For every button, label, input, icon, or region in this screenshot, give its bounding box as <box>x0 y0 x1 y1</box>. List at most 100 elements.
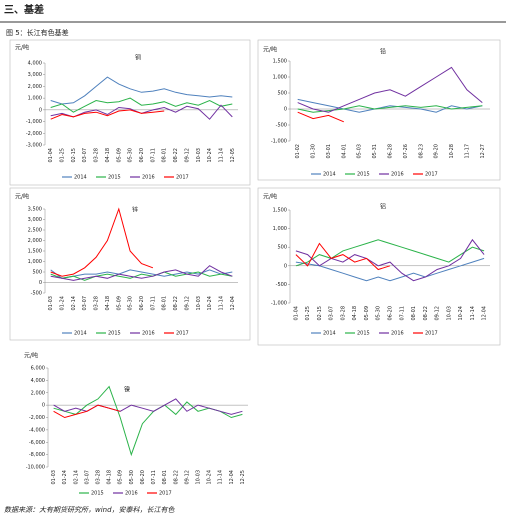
chart-title: 铝 <box>380 203 386 211</box>
x-tick-label: 03-28 <box>340 306 346 321</box>
series-line <box>295 257 485 282</box>
x-tick-label: 01-02 <box>295 144 301 159</box>
y-tick-label: 1,000 <box>273 226 287 232</box>
y-tick-label: -2,000 <box>26 131 42 137</box>
series-line <box>297 98 483 113</box>
y-tick-label: 500 <box>277 91 287 97</box>
legend-label: 2015 <box>357 331 370 337</box>
y-tick-label: 0 <box>42 403 45 409</box>
x-tick-label: 07-11 <box>151 470 157 485</box>
series-line <box>295 238 485 282</box>
chart-frame <box>257 39 501 181</box>
x-tick-label: 10-24 <box>458 306 464 321</box>
x-tick-label: 09-12 <box>184 296 190 311</box>
y-tick-label: 0 <box>39 107 42 113</box>
legend-label: 2017 <box>425 172 438 178</box>
y-tick-label: 4,000 <box>28 61 42 67</box>
x-tick-label: 01-30 <box>311 144 317 159</box>
y-tick-label: -1,000 <box>271 301 287 307</box>
legend-label: 2017 <box>159 491 172 497</box>
y-tick-label: 500 <box>32 270 42 276</box>
series-line <box>50 104 233 120</box>
x-tick-label: 02-14 <box>73 470 79 485</box>
x-tick-label: 11-14 <box>218 148 224 163</box>
legend-label: 2014 <box>74 175 87 181</box>
y-tick-label: 2,000 <box>28 84 42 90</box>
series-line <box>53 385 243 457</box>
x-tick-label: 09-20 <box>434 144 440 159</box>
x-tick-label: 04-18 <box>352 306 358 321</box>
y-tick-label: -1,000 <box>26 119 42 125</box>
legend-label: 2014 <box>323 331 336 337</box>
x-tick-label: 06-28 <box>388 144 394 159</box>
x-tick-label: 02-15 <box>71 148 77 163</box>
series-line <box>53 398 243 415</box>
x-tick-label: 03-07 <box>82 296 88 311</box>
x-tick-label: 02-14 <box>71 296 77 311</box>
y-tick-label: 2,000 <box>28 238 42 244</box>
series-line <box>297 105 483 113</box>
series-line <box>295 239 485 267</box>
legend-label: 2015 <box>108 331 121 337</box>
x-tick-label: 01-03 <box>51 470 57 485</box>
y-tick-label: 3,500 <box>28 207 42 213</box>
y-tick-label: 1,000 <box>273 75 287 81</box>
x-tick-label: 05-09 <box>364 306 370 321</box>
x-tick-label: 12-04 <box>230 296 236 311</box>
series-line <box>50 109 165 120</box>
y-tick-label: -3,000 <box>26 143 42 149</box>
legend-label: 2016 <box>142 175 155 181</box>
x-tick-label: 03-28 <box>94 296 100 311</box>
x-tick-label: 03-01 <box>326 144 332 159</box>
chart-title: 锌 <box>132 206 138 214</box>
y-tick-label: -500 <box>276 123 287 129</box>
x-tick-label: 03-07 <box>329 306 335 321</box>
x-tick-label: 05-09 <box>116 296 122 311</box>
y-axis-label: 元/吨 <box>24 352 38 360</box>
x-tick-label: 12-27 <box>480 144 486 159</box>
x-tick-label: 10-03 <box>196 148 202 163</box>
x-tick-label: 03-28 <box>94 148 100 163</box>
legend-label: 2017 <box>176 175 189 181</box>
x-tick-label: 11-14 <box>470 306 476 321</box>
x-tick-label: 06-20 <box>140 470 146 485</box>
x-tick-label: 03-07 <box>82 148 88 163</box>
series-line <box>295 242 391 271</box>
y-tick-label: 1,500 <box>273 208 287 214</box>
series-line <box>297 111 344 123</box>
y-tick-label: -10,000 <box>26 465 45 471</box>
y-tick-label: 4,000 <box>31 378 45 384</box>
x-tick-label: 10-03 <box>196 470 202 485</box>
x-tick-label: 08-01 <box>162 296 168 311</box>
y-axis-label: 元/吨 <box>263 46 277 54</box>
x-tick-label: 02-15 <box>317 306 323 321</box>
legend-label: 2017 <box>425 331 438 337</box>
x-tick-label: 01-04 <box>293 306 299 321</box>
x-tick-label: 08-22 <box>173 296 179 311</box>
y-tick-label: 0 <box>284 263 287 269</box>
x-tick-label: 09-12 <box>184 470 190 485</box>
chart-title: 镍 <box>124 386 130 394</box>
series-line <box>50 207 154 277</box>
x-tick-label: 11-14 <box>218 296 224 311</box>
chart-title: 铜 <box>135 54 141 62</box>
x-tick-label: 10-24 <box>207 148 213 163</box>
x-tick-label: 05-09 <box>118 470 124 485</box>
x-tick-label: 06-20 <box>388 306 394 321</box>
x-tick-label: 01-24 <box>60 296 66 311</box>
x-tick-label: 12-25 <box>240 470 246 485</box>
x-tick-label: 07-11 <box>150 148 156 163</box>
x-tick-label: 04-18 <box>105 296 111 311</box>
chart-frame <box>257 187 501 346</box>
series-line <box>297 66 483 113</box>
legend-label: 2014 <box>323 172 336 178</box>
x-tick-label: 01-24 <box>62 470 68 485</box>
x-tick-label: 05-30 <box>376 306 382 321</box>
y-tick-label: 6,000 <box>31 366 45 372</box>
x-tick-label: 07-11 <box>399 306 405 321</box>
x-tick-label: 04-18 <box>107 470 113 485</box>
y-tick-label: 500 <box>277 245 287 251</box>
y-tick-label: 1,000 <box>28 96 42 102</box>
x-tick-label: 03-07 <box>84 470 90 485</box>
x-tick-label: 07-11 <box>150 296 156 311</box>
